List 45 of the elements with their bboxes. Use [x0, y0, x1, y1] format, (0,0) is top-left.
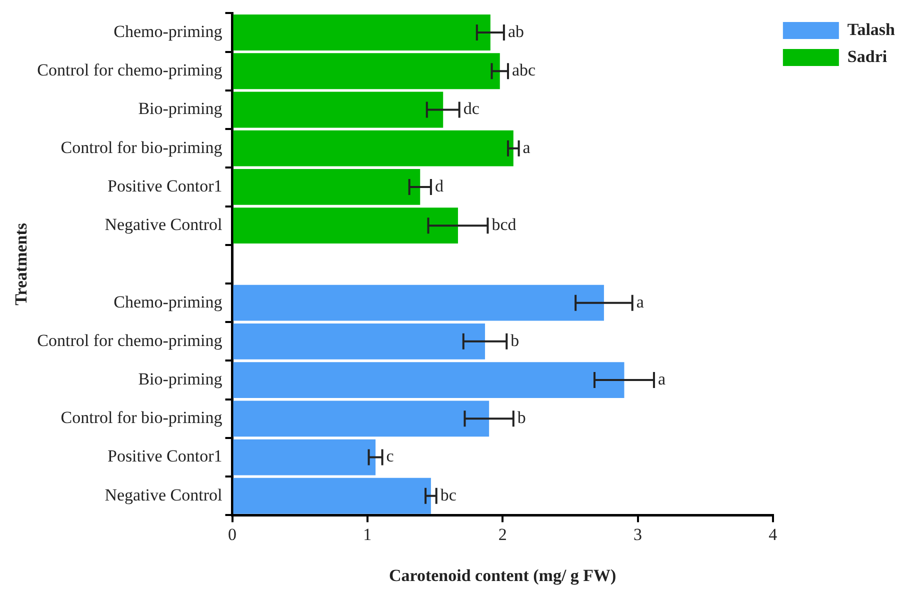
x-tick-label: 3	[634, 524, 642, 544]
data-label: c	[386, 446, 394, 466]
data-label: abc	[512, 60, 536, 80]
bar	[233, 14, 490, 50]
y-tick-label: Chemo-priming	[114, 22, 223, 41]
y-tick-label: Control for bio-priming	[60, 138, 223, 157]
y-tick-label: Positive Contor1	[107, 176, 222, 196]
y-tick-label: Control for chemo-priming	[37, 60, 223, 80]
x-tick-label: 1	[363, 524, 372, 544]
data-label: b	[517, 408, 526, 428]
y-tick-label: Positive Contor1	[107, 446, 222, 466]
bar	[233, 362, 624, 398]
data-label: d	[434, 176, 444, 196]
y-tick-label: Bio-priming	[138, 370, 223, 389]
bar	[233, 323, 486, 360]
data-label: b	[510, 330, 520, 350]
y-tick-label: Negative Control	[104, 485, 223, 504]
data-label: ab	[508, 22, 524, 41]
data-label: a	[636, 292, 644, 312]
y-axis-title: Treatments	[12, 222, 31, 306]
data-label: a	[522, 138, 531, 157]
data-label: a	[658, 370, 666, 389]
bar	[233, 169, 420, 205]
bar	[233, 208, 458, 244]
bar	[233, 400, 490, 437]
y-tick-label: Control for chemo-priming	[37, 330, 223, 350]
x-tick-label: 4	[768, 524, 778, 544]
bar	[233, 439, 376, 476]
data-label: bc	[440, 485, 457, 504]
y-tick-label: Chemo-priming	[114, 292, 223, 312]
bar	[233, 284, 604, 321]
y-tick-label: Bio-priming	[138, 99, 223, 118]
bar	[233, 478, 431, 514]
x-tick-label: 0	[228, 524, 236, 544]
legend-label: Sadri	[847, 46, 888, 66]
y-tick-label: Negative Control	[104, 215, 223, 234]
bar	[233, 130, 514, 166]
bar	[233, 92, 444, 128]
legend-label: Talash	[847, 20, 896, 39]
data-label: dc	[463, 99, 480, 118]
data-label: bcd	[492, 215, 517, 234]
bar	[233, 53, 500, 90]
x-tick-label: 2	[498, 524, 507, 544]
y-tick-label: Control for bio-priming	[60, 408, 223, 428]
x-axis-title: Carotenoid content (mg/ g FW)	[388, 566, 616, 586]
